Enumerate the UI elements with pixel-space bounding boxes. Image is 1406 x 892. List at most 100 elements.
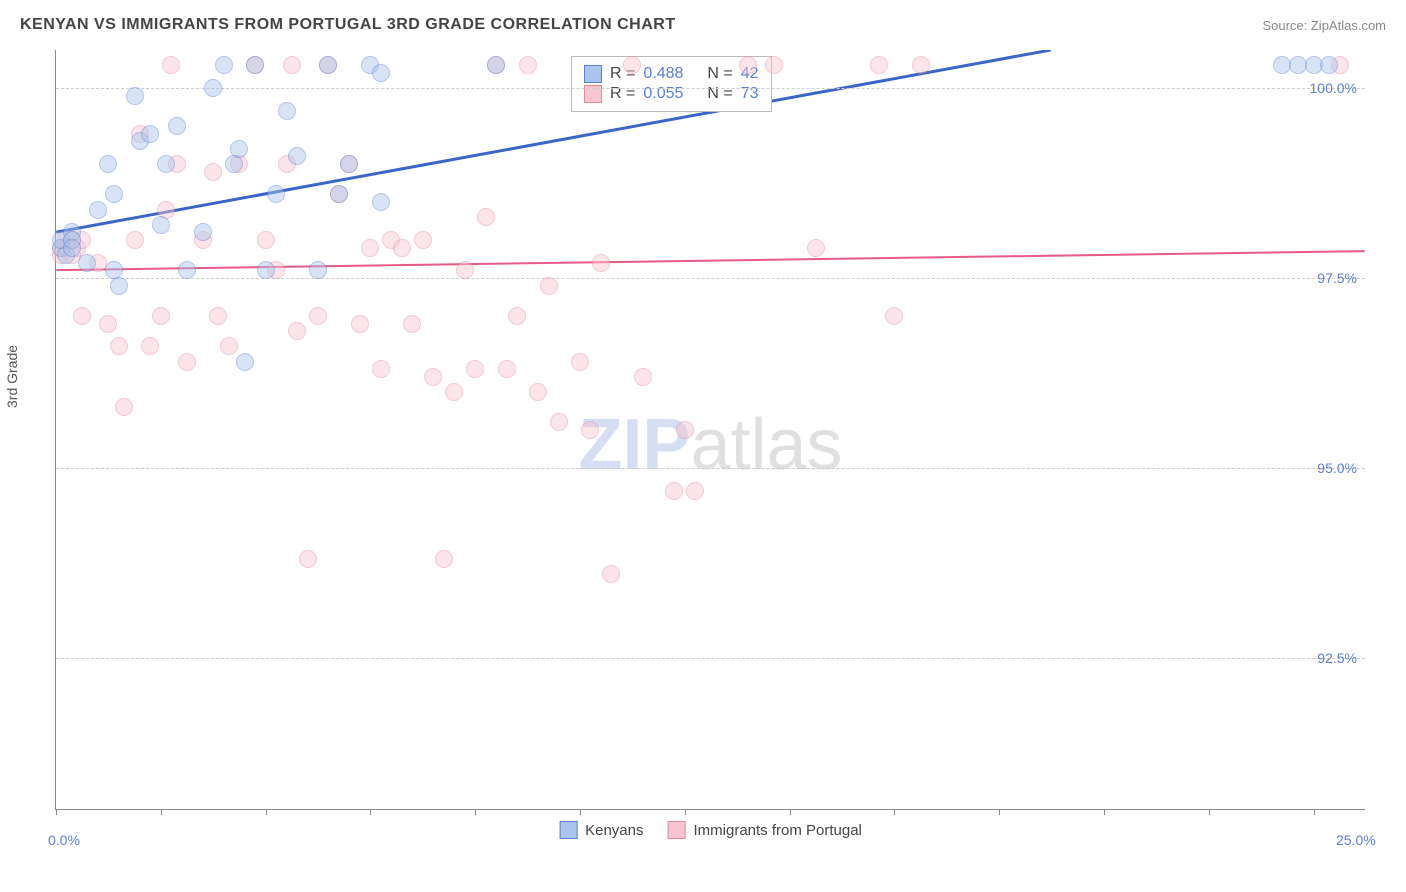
- header: KENYAN VS IMMIGRANTS FROM PORTUGAL 3RD G…: [20, 10, 1386, 40]
- scatter-point: [115, 398, 133, 416]
- scatter-point: [209, 307, 227, 325]
- chart-title: KENYAN VS IMMIGRANTS FROM PORTUGAL 3RD G…: [20, 16, 676, 34]
- r-value-kenyans: 0.488: [643, 65, 683, 83]
- xtick-mark: [1209, 809, 1210, 815]
- stats-row-kenyans: R = 0.488 N = 42: [584, 65, 759, 83]
- xtick-mark: [894, 809, 895, 815]
- scatter-point: [288, 147, 306, 165]
- gridline-h: [56, 658, 1365, 659]
- scatter-point: [141, 337, 159, 355]
- xtick-mark: [580, 809, 581, 815]
- source-label: Source: ZipAtlas.com: [1262, 18, 1386, 33]
- legend-item-kenyans: Kenyans: [559, 821, 643, 839]
- scatter-point: [540, 277, 558, 295]
- scatter-point: [126, 231, 144, 249]
- xtick-mark: [685, 809, 686, 815]
- xtick-mark: [1314, 809, 1315, 815]
- legend-swatch-kenyans-icon: [559, 821, 577, 839]
- scatter-point: [456, 261, 474, 279]
- ytick-label: 92.5%: [1317, 650, 1357, 666]
- scatter-point: [372, 360, 390, 378]
- scatter-point: [141, 125, 159, 143]
- scatter-point: [89, 201, 107, 219]
- scatter-point: [870, 56, 888, 74]
- scatter-point: [665, 482, 683, 500]
- scatter-point: [73, 307, 91, 325]
- scatter-point: [912, 56, 930, 74]
- scatter-point: [288, 322, 306, 340]
- ytick-label: 95.0%: [1317, 460, 1357, 476]
- scatter-point: [78, 254, 96, 272]
- scatter-point: [498, 360, 516, 378]
- scatter-point: [152, 216, 170, 234]
- scatter-point: [215, 56, 233, 74]
- scatter-point: [257, 261, 275, 279]
- scatter-point: [236, 353, 254, 371]
- swatch-kenyans-icon: [584, 65, 602, 83]
- gridline-h: [56, 468, 1365, 469]
- xtick-mark: [790, 809, 791, 815]
- scatter-point: [807, 239, 825, 257]
- scatter-point: [283, 56, 301, 74]
- scatter-point: [487, 56, 505, 74]
- scatter-point: [278, 102, 296, 120]
- scatter-point: [393, 239, 411, 257]
- scatter-point: [309, 307, 327, 325]
- scatter-point: [168, 117, 186, 135]
- scatter-point: [230, 140, 248, 158]
- xtick-mark: [266, 809, 267, 815]
- xtick-label: 25.0%: [1336, 832, 1376, 848]
- scatter-point: [519, 56, 537, 74]
- scatter-point: [319, 56, 337, 74]
- legend-label-portugal: Immigrants from Portugal: [693, 822, 861, 839]
- scatter-point: [372, 64, 390, 82]
- scatter-point: [340, 155, 358, 173]
- scatter-point: [634, 368, 652, 386]
- legend-label-kenyans: Kenyans: [585, 822, 643, 839]
- scatter-point: [361, 239, 379, 257]
- n-label: N =: [707, 65, 732, 83]
- trend-line-kenyans: [56, 50, 1050, 232]
- scatter-point: [1320, 56, 1338, 74]
- ytick-label: 97.5%: [1317, 270, 1357, 286]
- scatter-point: [424, 368, 442, 386]
- scatter-point: [99, 315, 117, 333]
- scatter-point: [466, 360, 484, 378]
- chart-plot-area: ZIPatlas R = 0.488 N = 42 R = 0.055 N = …: [55, 50, 1365, 810]
- scatter-point: [372, 193, 390, 211]
- scatter-point: [508, 307, 526, 325]
- watermark: ZIPatlas: [578, 404, 842, 486]
- scatter-point: [592, 254, 610, 272]
- scatter-point: [299, 550, 317, 568]
- scatter-point: [309, 261, 327, 279]
- scatter-point: [178, 353, 196, 371]
- scatter-point: [445, 383, 463, 401]
- xtick-mark: [999, 809, 1000, 815]
- xtick-label: 0.0%: [48, 832, 80, 848]
- scatter-point: [110, 337, 128, 355]
- xtick-mark: [475, 809, 476, 815]
- xtick-mark: [161, 809, 162, 815]
- scatter-point: [204, 163, 222, 181]
- ytick-label: 100.0%: [1310, 80, 1357, 96]
- scatter-point: [571, 353, 589, 371]
- scatter-point: [246, 56, 264, 74]
- scatter-point: [99, 155, 117, 173]
- legend: Kenyans Immigrants from Portugal: [559, 821, 862, 839]
- scatter-point: [126, 87, 144, 105]
- scatter-point: [477, 208, 495, 226]
- scatter-point: [414, 231, 432, 249]
- xtick-mark: [56, 809, 57, 815]
- scatter-point: [686, 482, 704, 500]
- trend-lines-svg: [56, 50, 1365, 809]
- scatter-point: [765, 56, 783, 74]
- scatter-point: [676, 421, 694, 439]
- scatter-point: [403, 315, 421, 333]
- scatter-point: [581, 421, 599, 439]
- xtick-mark: [370, 809, 371, 815]
- scatter-point: [623, 56, 641, 74]
- scatter-point: [157, 155, 175, 173]
- scatter-point: [529, 383, 547, 401]
- xtick-mark: [1104, 809, 1105, 815]
- trend-line-portugal: [56, 251, 1364, 270]
